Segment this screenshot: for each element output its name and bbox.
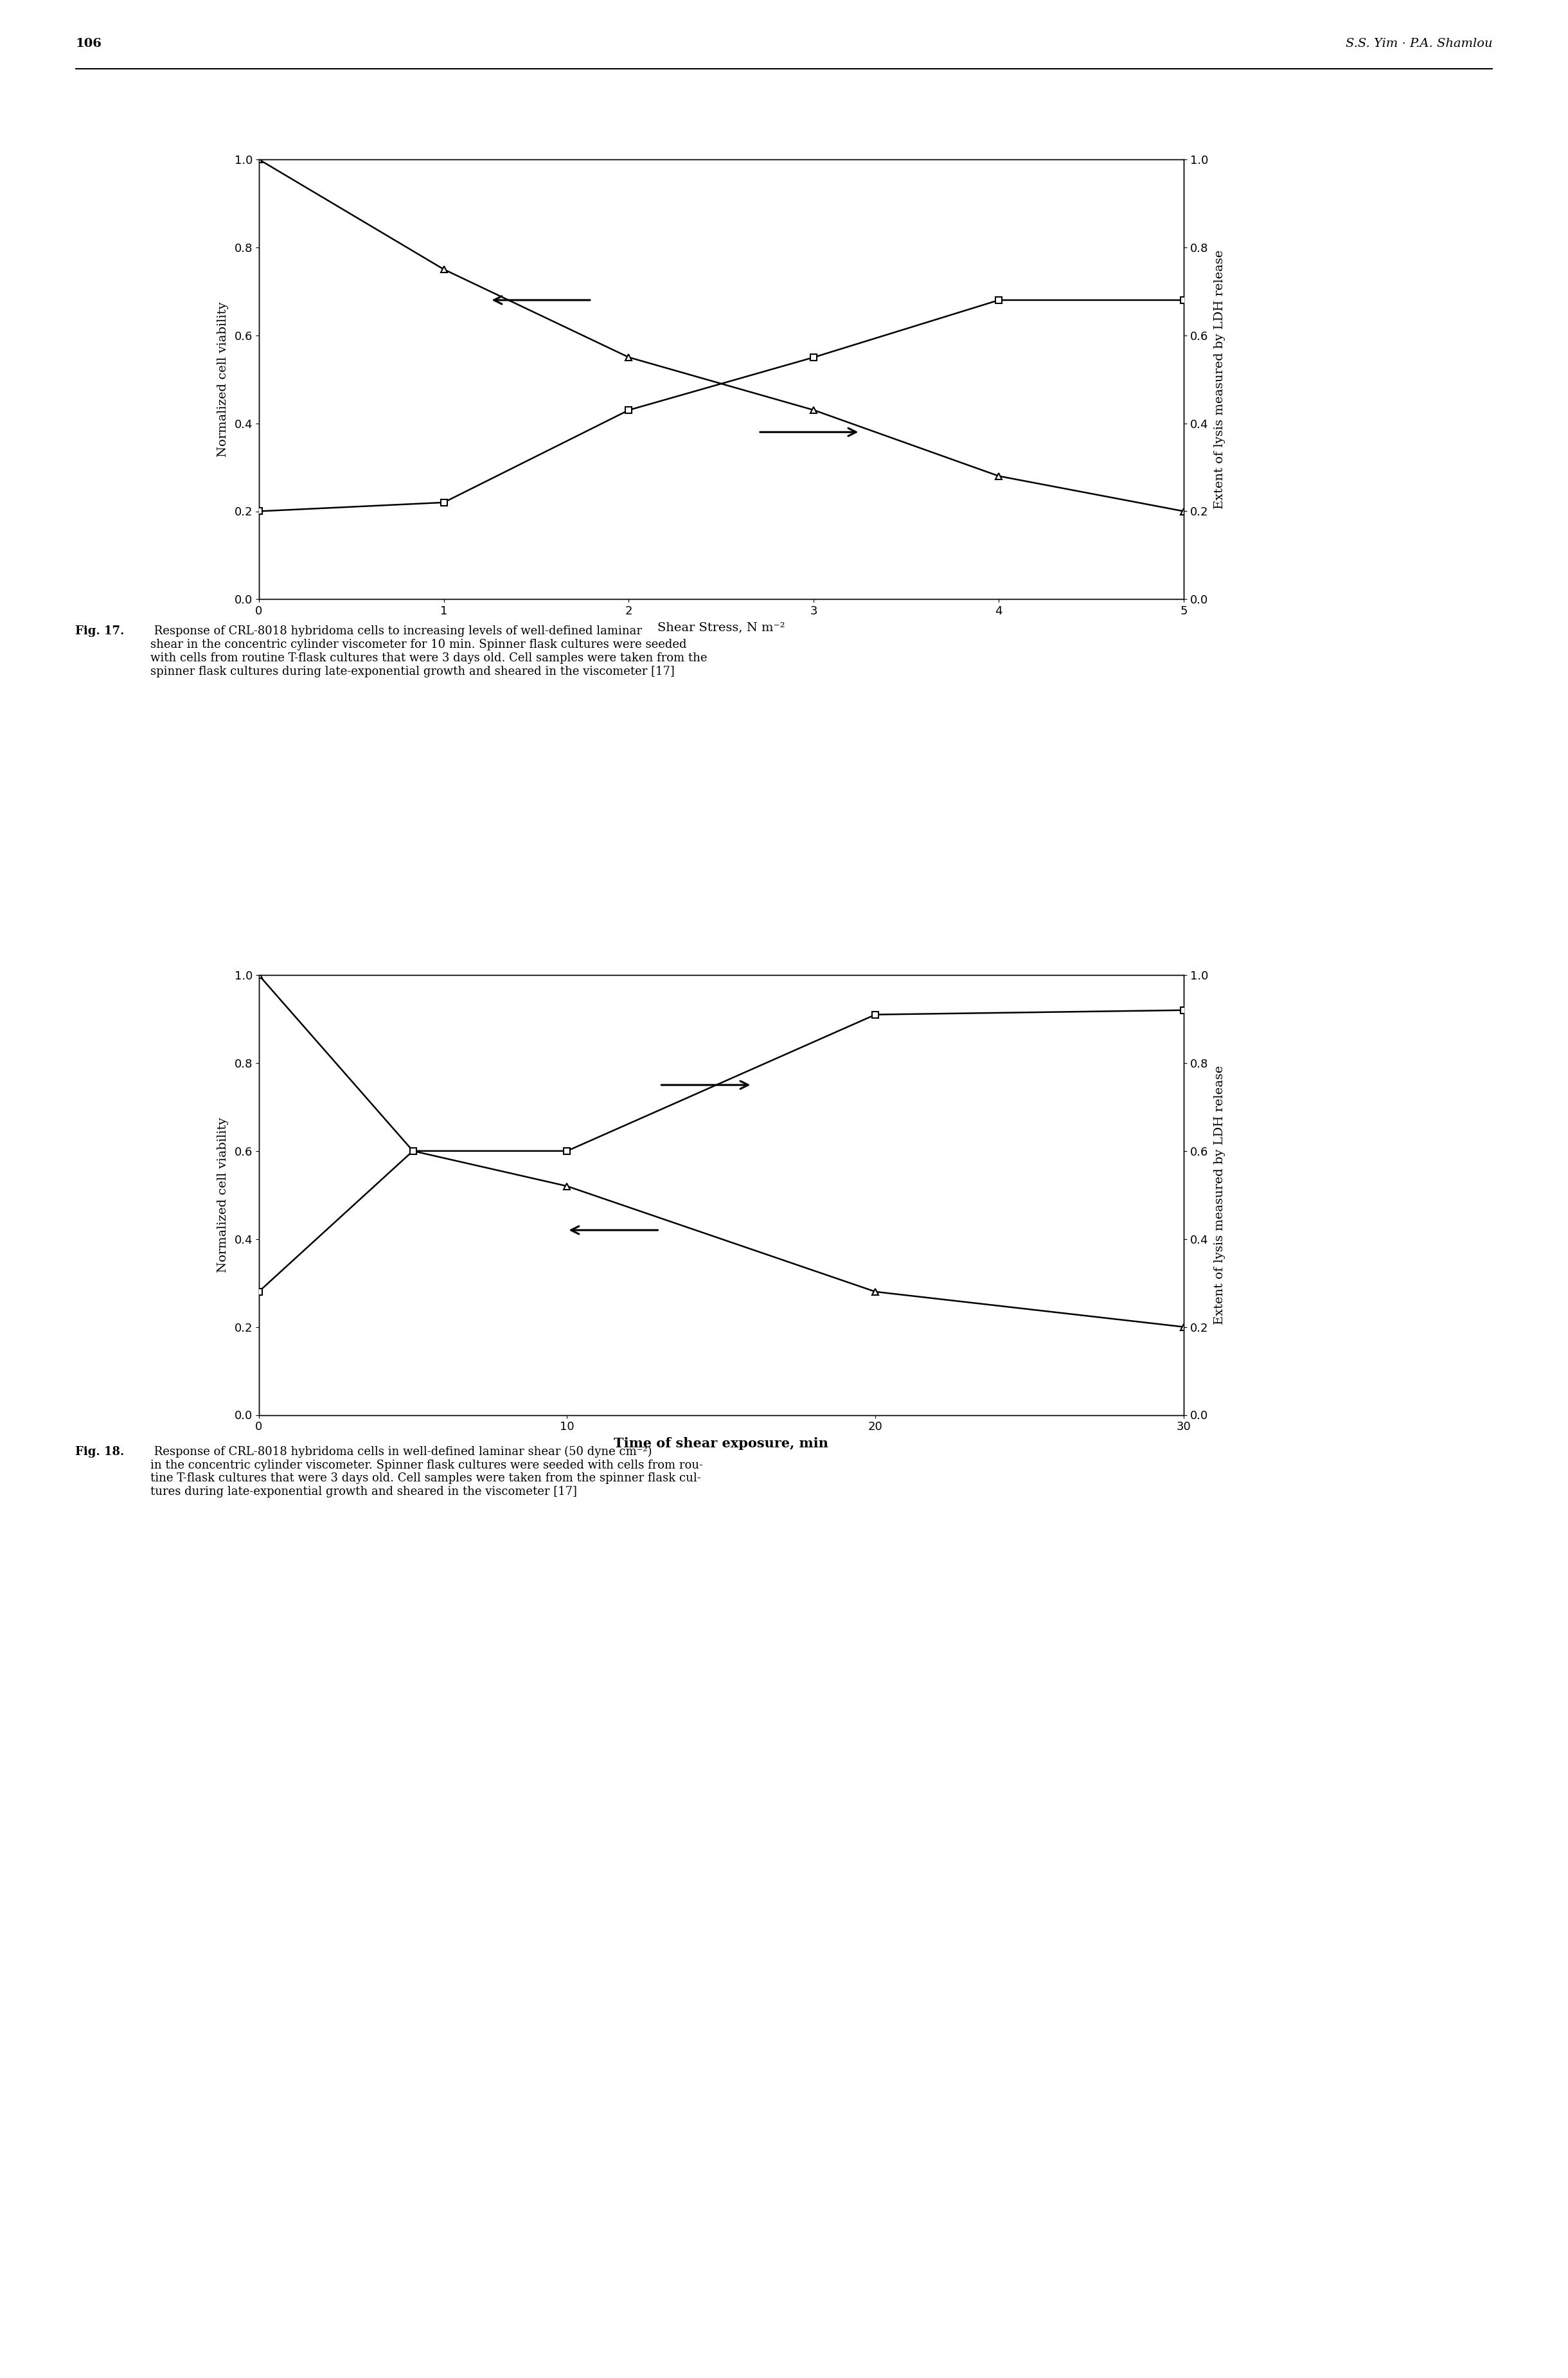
X-axis label: Shear Stress, N m⁻²: Shear Stress, N m⁻² — [657, 621, 786, 633]
Y-axis label: Normalized cell viability: Normalized cell viability — [218, 302, 229, 457]
Text: Response of CRL-8018 hybridoma cells to increasing levels of well-defined lamina: Response of CRL-8018 hybridoma cells to … — [151, 625, 707, 678]
Y-axis label: Normalized cell viability: Normalized cell viability — [218, 1118, 229, 1272]
Text: 106: 106 — [75, 38, 102, 50]
Text: Fig. 18.: Fig. 18. — [75, 1446, 124, 1458]
Y-axis label: Extent of lysis measured by LDH release: Extent of lysis measured by LDH release — [1214, 250, 1225, 509]
Text: Response of CRL-8018 hybridoma cells in well-defined laminar shear (50 dyne cm⁻²: Response of CRL-8018 hybridoma cells in … — [151, 1446, 702, 1498]
X-axis label: Time of shear exposure, min: Time of shear exposure, min — [615, 1436, 828, 1451]
Text: S.S. Yim · P.A. Shamlou: S.S. Yim · P.A. Shamlou — [1345, 38, 1493, 50]
Y-axis label: Extent of lysis measured by LDH release: Extent of lysis measured by LDH release — [1214, 1065, 1225, 1325]
Text: Fig. 17.: Fig. 17. — [75, 625, 124, 637]
